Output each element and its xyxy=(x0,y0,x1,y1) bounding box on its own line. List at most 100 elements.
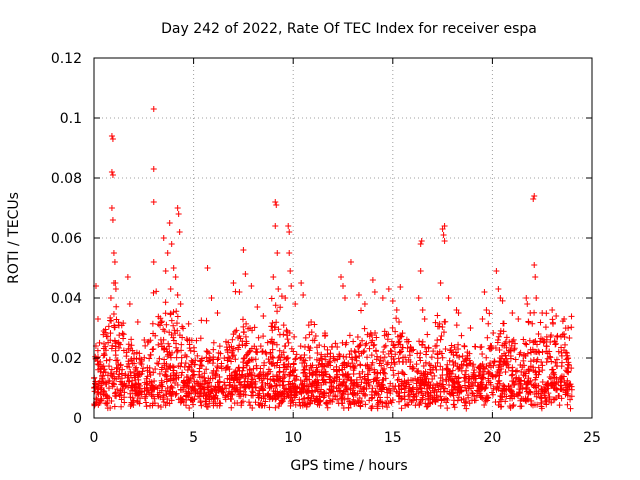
data-point xyxy=(550,320,557,327)
x-tick-label: 15 xyxy=(384,430,402,446)
data-point xyxy=(305,383,312,390)
data-point xyxy=(519,385,526,392)
data-point-outlier xyxy=(111,259,118,265)
data-point xyxy=(506,403,513,410)
data-point xyxy=(273,341,280,348)
data-point xyxy=(397,341,404,348)
data-point xyxy=(535,364,542,371)
data-point xyxy=(314,367,321,374)
data-point xyxy=(291,388,298,395)
data-point xyxy=(203,354,210,361)
data-point-outlier xyxy=(419,307,426,313)
data-point xyxy=(250,365,257,372)
data-point xyxy=(380,376,387,383)
data-point xyxy=(434,312,441,319)
data-point xyxy=(466,383,473,390)
data-point xyxy=(164,395,171,402)
data-point xyxy=(439,371,446,378)
data-point-outlier xyxy=(441,238,448,244)
data-point xyxy=(181,377,188,384)
data-point xyxy=(308,364,315,371)
data-point xyxy=(489,391,496,398)
data-point xyxy=(161,360,168,367)
data-point xyxy=(178,398,185,405)
data-point xyxy=(502,359,509,366)
data-point-outlier xyxy=(441,223,448,229)
data-point xyxy=(279,377,286,384)
data-point-outlier xyxy=(109,217,116,223)
data-point xyxy=(154,360,161,367)
data-point xyxy=(256,402,263,409)
data-point xyxy=(194,352,201,359)
data-point xyxy=(274,388,281,395)
data-point xyxy=(218,386,225,393)
data-point xyxy=(221,355,228,362)
data-point xyxy=(170,322,177,329)
data-point xyxy=(172,391,179,398)
y-tick-label: 0.02 xyxy=(51,351,82,367)
data-point xyxy=(198,317,205,324)
data-point xyxy=(443,378,450,385)
data-point-outlier xyxy=(509,310,516,316)
data-point xyxy=(308,329,315,336)
data-point xyxy=(332,393,339,400)
data-point xyxy=(291,333,298,340)
data-point xyxy=(443,365,450,372)
data-point xyxy=(252,348,259,355)
data-point xyxy=(123,382,130,389)
data-point xyxy=(281,394,288,401)
data-point xyxy=(494,339,501,346)
data-point xyxy=(156,355,163,362)
data-point xyxy=(96,339,103,346)
data-point xyxy=(426,384,433,391)
data-point xyxy=(486,362,493,369)
data-point xyxy=(497,330,504,337)
data-point xyxy=(460,358,467,365)
data-point xyxy=(148,392,155,399)
data-point xyxy=(343,362,350,369)
data-point xyxy=(233,385,240,392)
data-point xyxy=(141,336,148,343)
data-point xyxy=(374,353,381,360)
data-point xyxy=(512,356,519,363)
data-point xyxy=(96,378,103,385)
data-point xyxy=(368,352,375,359)
data-point-outlier xyxy=(270,274,277,280)
data-point xyxy=(516,380,523,387)
data-point xyxy=(463,361,470,368)
data-point xyxy=(271,362,278,369)
data-point xyxy=(323,400,330,407)
data-point xyxy=(413,396,420,403)
data-point xyxy=(268,383,275,390)
data-point xyxy=(122,372,129,379)
data-point xyxy=(275,393,282,400)
data-point xyxy=(543,342,550,349)
data-point-outlier xyxy=(108,169,115,175)
data-point xyxy=(417,379,424,386)
data-point xyxy=(507,355,514,362)
data-point xyxy=(436,320,443,327)
data-point xyxy=(220,389,227,396)
data-point xyxy=(267,376,274,383)
data-point xyxy=(203,317,210,324)
data-point xyxy=(456,364,463,371)
data-point-outlier xyxy=(214,310,221,316)
data-point xyxy=(247,325,254,332)
data-point xyxy=(313,384,320,391)
data-point xyxy=(229,336,236,343)
data-point xyxy=(224,375,231,382)
data-point xyxy=(466,357,473,364)
data-point xyxy=(480,374,487,381)
data-point xyxy=(184,367,191,374)
data-point xyxy=(141,388,148,395)
data-point xyxy=(396,338,403,345)
data-point xyxy=(216,383,223,390)
data-point xyxy=(340,404,347,411)
data-point xyxy=(442,318,449,325)
data-point xyxy=(134,398,141,405)
data-point-outlier xyxy=(150,166,157,172)
data-point xyxy=(155,360,162,367)
data-point xyxy=(364,354,371,361)
data-point xyxy=(210,346,217,353)
data-point xyxy=(341,396,348,403)
